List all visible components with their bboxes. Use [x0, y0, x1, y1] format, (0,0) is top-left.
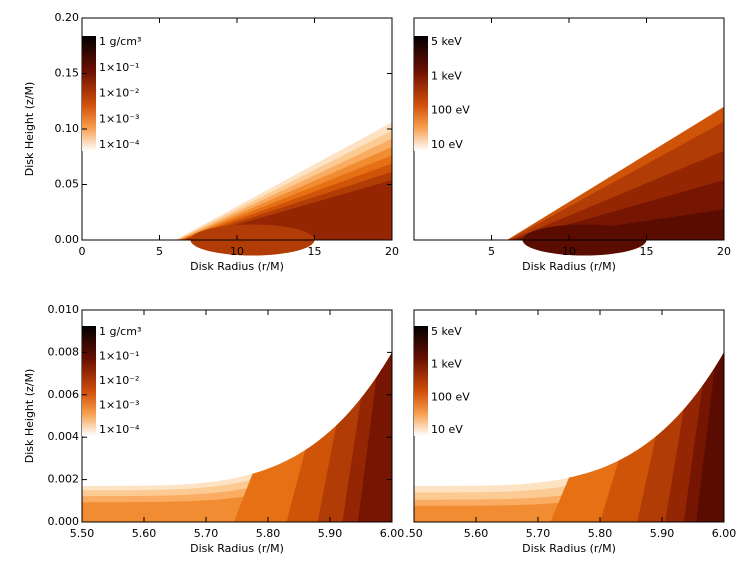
y-axis-label: Disk Height (z/M) [23, 82, 36, 177]
x-tick-label: 5.90 [650, 527, 675, 540]
contour-band [183, 180, 392, 240]
contour-band [357, 352, 392, 522]
panel: 5 keV 1 keV 100 eV 10 eV 5 10 15 20 Disk Radius … [413, 17, 731, 273]
x-tick-label: 15 [640, 245, 654, 258]
colorbar-label: 1×10⁻² [99, 87, 139, 100]
colorbar-label: 1×10⁻¹ [99, 350, 139, 363]
y-axis-label: Disk Height (z/M) [23, 369, 36, 464]
x-tick-label: 20 [717, 245, 731, 258]
colorbar [414, 326, 428, 436]
x-tick-label: 5 [488, 245, 495, 258]
y-tick-label: 0.10 [55, 122, 80, 135]
x-tick-label: 15 [308, 245, 322, 258]
x-tick-label: 5.80 [588, 527, 613, 540]
colorbar-label: 1 g/cm³ [99, 35, 141, 48]
y-tick-label: 0.20 [55, 11, 80, 24]
colorbar [414, 36, 428, 151]
x-tick-label: 0 [79, 245, 86, 258]
x-axis-label: Disk Radius (r/M) [190, 260, 284, 273]
panel: 1 g/cm³ 1×10⁻¹ 1×10⁻² 1×10⁻³ 1×10⁻⁴ 5.50 5.60 5… [23, 303, 404, 555]
colorbar-label: 1×10⁻¹ [99, 61, 139, 74]
colorbar-label: 100 eV [431, 390, 470, 403]
contour-band [696, 352, 724, 522]
colorbar [82, 326, 96, 436]
x-tick-label: 5.80 [256, 527, 281, 540]
colorbar-label: 1×10⁻³ [99, 112, 139, 125]
x-tick-label: 5.60 [132, 527, 157, 540]
colorbar-label: 1×10⁻² [99, 374, 139, 387]
y-tick-label: 0.006 [48, 388, 80, 401]
x-tick-label: 6.00 [380, 527, 405, 540]
colorbar-label: 1 keV [431, 69, 462, 82]
colorbar-label: 1×10⁻⁴ [99, 423, 140, 436]
x-tick-label: 5.60 [464, 527, 489, 540]
y-tick-label: 0.00 [55, 233, 80, 246]
panel: 1 g/cm³ 1×10⁻¹ 1×10⁻² 1×10⁻³ 1×10⁻⁴ 0 5 10 15 20 D… [23, 11, 399, 273]
x-tick-label: 5 [156, 245, 163, 258]
colorbar-label: 1 keV [431, 358, 462, 371]
x-tick-label: 10 [230, 245, 244, 258]
colorbar-label: 1×10⁻⁴ [99, 138, 140, 151]
colorbar-label: 5 keV [431, 325, 462, 338]
x-axis-label: Disk Radius (r/M) [522, 260, 616, 273]
x-tick-label: 5.90 [318, 527, 343, 540]
colorbar-label: 1×10⁻³ [99, 399, 139, 412]
x-tick-label: 5.50 [70, 527, 95, 540]
x-tick-label: 6.00 [712, 527, 737, 540]
colorbar-label: 10 eV [431, 138, 463, 151]
x-tick-label: 20 [385, 245, 399, 258]
panel: 5 keV 1 keV 100 eV 10 eV .50 5.60 5.70 5.80 5.90… [405, 309, 737, 555]
colorbar-label: 10 eV [431, 423, 463, 436]
x-tick-label: .50 [405, 527, 423, 540]
y-tick-label: 0.000 [48, 515, 80, 528]
x-tick-label: 5.70 [526, 527, 551, 540]
y-tick-label: 0.15 [55, 67, 80, 80]
x-axis-label: Disk Radius (r/M) [522, 542, 616, 555]
x-axis-label: Disk Radius (r/M) [190, 542, 284, 555]
y-tick-label: 0.010 [48, 303, 80, 316]
x-tick-label: 5.70 [194, 527, 219, 540]
y-tick-label: 0.004 [48, 430, 80, 443]
y-tick-label: 0.05 [55, 178, 80, 191]
colorbar-label: 1 g/cm³ [99, 325, 141, 338]
y-tick-label: 0.002 [48, 473, 80, 486]
y-tick-label: 0.008 [48, 345, 80, 358]
colorbar-label: 5 keV [431, 35, 462, 48]
x-tick-label: 10 [562, 245, 576, 258]
colorbar [82, 36, 96, 151]
colorbar-label: 100 eV [431, 104, 470, 117]
